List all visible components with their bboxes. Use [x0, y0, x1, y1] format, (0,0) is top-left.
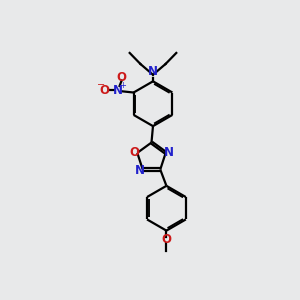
Text: O: O — [161, 233, 171, 246]
Text: N: N — [148, 65, 158, 78]
Text: N: N — [135, 164, 145, 177]
Text: +: + — [119, 81, 126, 90]
Text: −: − — [97, 80, 105, 90]
Text: O: O — [99, 84, 109, 97]
Text: N: N — [113, 84, 123, 97]
Text: O: O — [117, 71, 127, 84]
Text: N: N — [164, 146, 174, 159]
Text: O: O — [129, 146, 139, 159]
